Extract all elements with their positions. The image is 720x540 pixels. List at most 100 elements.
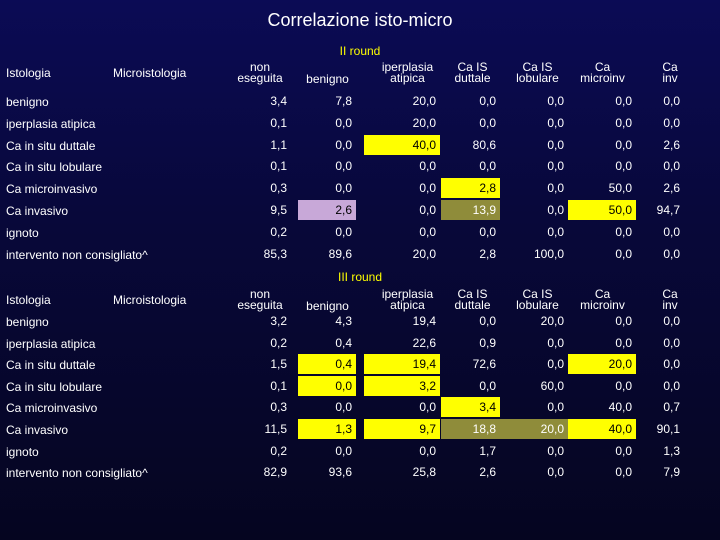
table-cell: 0,0 (335, 159, 352, 174)
table-cell: 0,0 (547, 115, 564, 130)
table-cell: 0,0 (663, 94, 680, 108)
table-cell: 0,0 (663, 224, 680, 239)
table-cell: 0,0 (663, 115, 680, 130)
column-header: Ca inv (662, 287, 678, 312)
table-cell: 1,5 (270, 357, 287, 372)
column-header: benigno (306, 299, 349, 313)
table-cell: 0,0 (547, 159, 564, 174)
table-cell: 2,6 (663, 137, 680, 152)
table-cell: 1,7 (479, 443, 496, 458)
table-cell: 0,0 (663, 159, 680, 174)
row-label: iperplasia atipica (6, 116, 96, 131)
table-cell: 0,3 (270, 400, 287, 415)
table-cell: 0,0 (547, 203, 564, 217)
table-cell: 0,0 (615, 378, 632, 393)
column-header: Ca IS duttale (454, 287, 491, 312)
column-header: benigno (306, 72, 349, 86)
table-cell: 0,0 (419, 181, 436, 196)
table-cell: 0,0 (335, 224, 352, 239)
table-cell: 7,9 (663, 465, 680, 480)
table-cell: 0,0 (335, 400, 352, 415)
table-cell: 3,4 (441, 397, 500, 418)
table-cell: 0,0 (615, 137, 632, 152)
table-cell: 40,0 (608, 400, 632, 415)
table-cell: 0,0 (419, 400, 436, 415)
table-cell: 50,0 (568, 200, 636, 220)
table-cell: 100,0 (533, 246, 564, 261)
table-cell: 0,0 (479, 115, 496, 130)
table-cell: 2,6 (479, 465, 496, 480)
row-label: intervento non consigliato^ (6, 466, 148, 481)
table-cell: 20,0 (412, 246, 436, 261)
column-header: iperplasia atipica (381, 60, 434, 85)
column-header: Ca inv (662, 60, 678, 85)
row-label: iperplasia atipica (6, 336, 96, 351)
row-label: Ca in situ lobulare (6, 160, 103, 175)
table-cell: 3,4 (270, 94, 287, 108)
row-label: Ca in situ duttale (6, 358, 96, 373)
table-cell: 0,0 (479, 159, 496, 174)
table-cell: 0,0 (335, 443, 352, 458)
table-cell: 0,0 (615, 159, 632, 174)
table-cell: 0,0 (615, 115, 632, 130)
table-cell: 0,0 (663, 378, 680, 393)
column-header: Ca IS duttale (454, 60, 491, 85)
table-cell: 18,8 (441, 419, 500, 439)
table-cell: 1,3 (298, 419, 356, 439)
column-header: Ca IS lobulare (516, 287, 559, 312)
column-header: Ca microinv (580, 60, 625, 85)
table-cell: 0,0 (547, 224, 564, 239)
table-cell: 0,0 (479, 378, 496, 393)
table-cell: 3,2 (270, 314, 287, 328)
table-cell: 0,0 (298, 375, 356, 396)
row-label: ignoto (6, 444, 39, 459)
row-label: Ca microinvasivo (6, 182, 98, 197)
table-cell: 9,5 (270, 203, 287, 217)
row-label: Ca in situ lobulare (6, 379, 103, 394)
table-cell: 93,6 (328, 465, 352, 480)
column-header: Ca microinv (580, 287, 625, 312)
table-cell: 0,1 (270, 159, 287, 174)
table-cell: 0,0 (479, 94, 496, 108)
round-label: III round (337, 270, 383, 284)
table-cell: 19,4 (364, 354, 440, 375)
table-cell: 2,8 (479, 246, 496, 261)
table-cell: 2,8 (441, 178, 500, 199)
table-cell: 0,2 (270, 335, 287, 350)
table-cell: 0,0 (615, 246, 632, 261)
table-cell: 3,2 (364, 375, 440, 396)
table-cell: 0,0 (663, 246, 680, 261)
table-cell: 0,4 (335, 335, 352, 350)
table-cell: 11,5 (264, 422, 287, 436)
table-cell: 2,6 (663, 181, 680, 196)
table-cell: 2,6 (298, 200, 356, 220)
table-cell: 0,2 (270, 443, 287, 458)
table-cell: 0,0 (335, 115, 352, 130)
header-istologia: Istologia (6, 66, 51, 80)
table-cell: 40,0 (364, 134, 440, 155)
table-cell: 20,0 (412, 94, 436, 108)
table-cell: 20,0 (500, 419, 568, 439)
table-cell: 19,4 (412, 314, 436, 328)
table-cell: 0,7 (663, 400, 680, 415)
table-cell: 0,9 (479, 335, 496, 350)
table-cell: 0,1 (270, 115, 287, 130)
row-label: benigno (6, 95, 49, 109)
table-cell: 9,7 (364, 419, 440, 439)
round-label: II round (339, 44, 381, 58)
table-cell: 0,0 (547, 137, 564, 152)
table-cell: 4,3 (335, 314, 352, 328)
table-cell: 40,0 (568, 419, 636, 439)
table-cell: 0,0 (547, 465, 564, 480)
row-label: Ca invasivo (6, 423, 69, 437)
table-cell: 7,8 (335, 94, 352, 108)
column-header: non eseguita (237, 60, 283, 85)
column-header: non eseguita (237, 287, 283, 312)
table-cell: 0,0 (479, 314, 496, 328)
row-label: Ca in situ duttale (6, 138, 96, 153)
column-header: Ca IS lobulare (516, 60, 559, 85)
table-cell: 94,7 (656, 203, 680, 217)
table-cell: 0,0 (419, 224, 436, 239)
table-cell: 0,0 (547, 94, 564, 108)
table-cell: 1,1 (270, 137, 287, 152)
